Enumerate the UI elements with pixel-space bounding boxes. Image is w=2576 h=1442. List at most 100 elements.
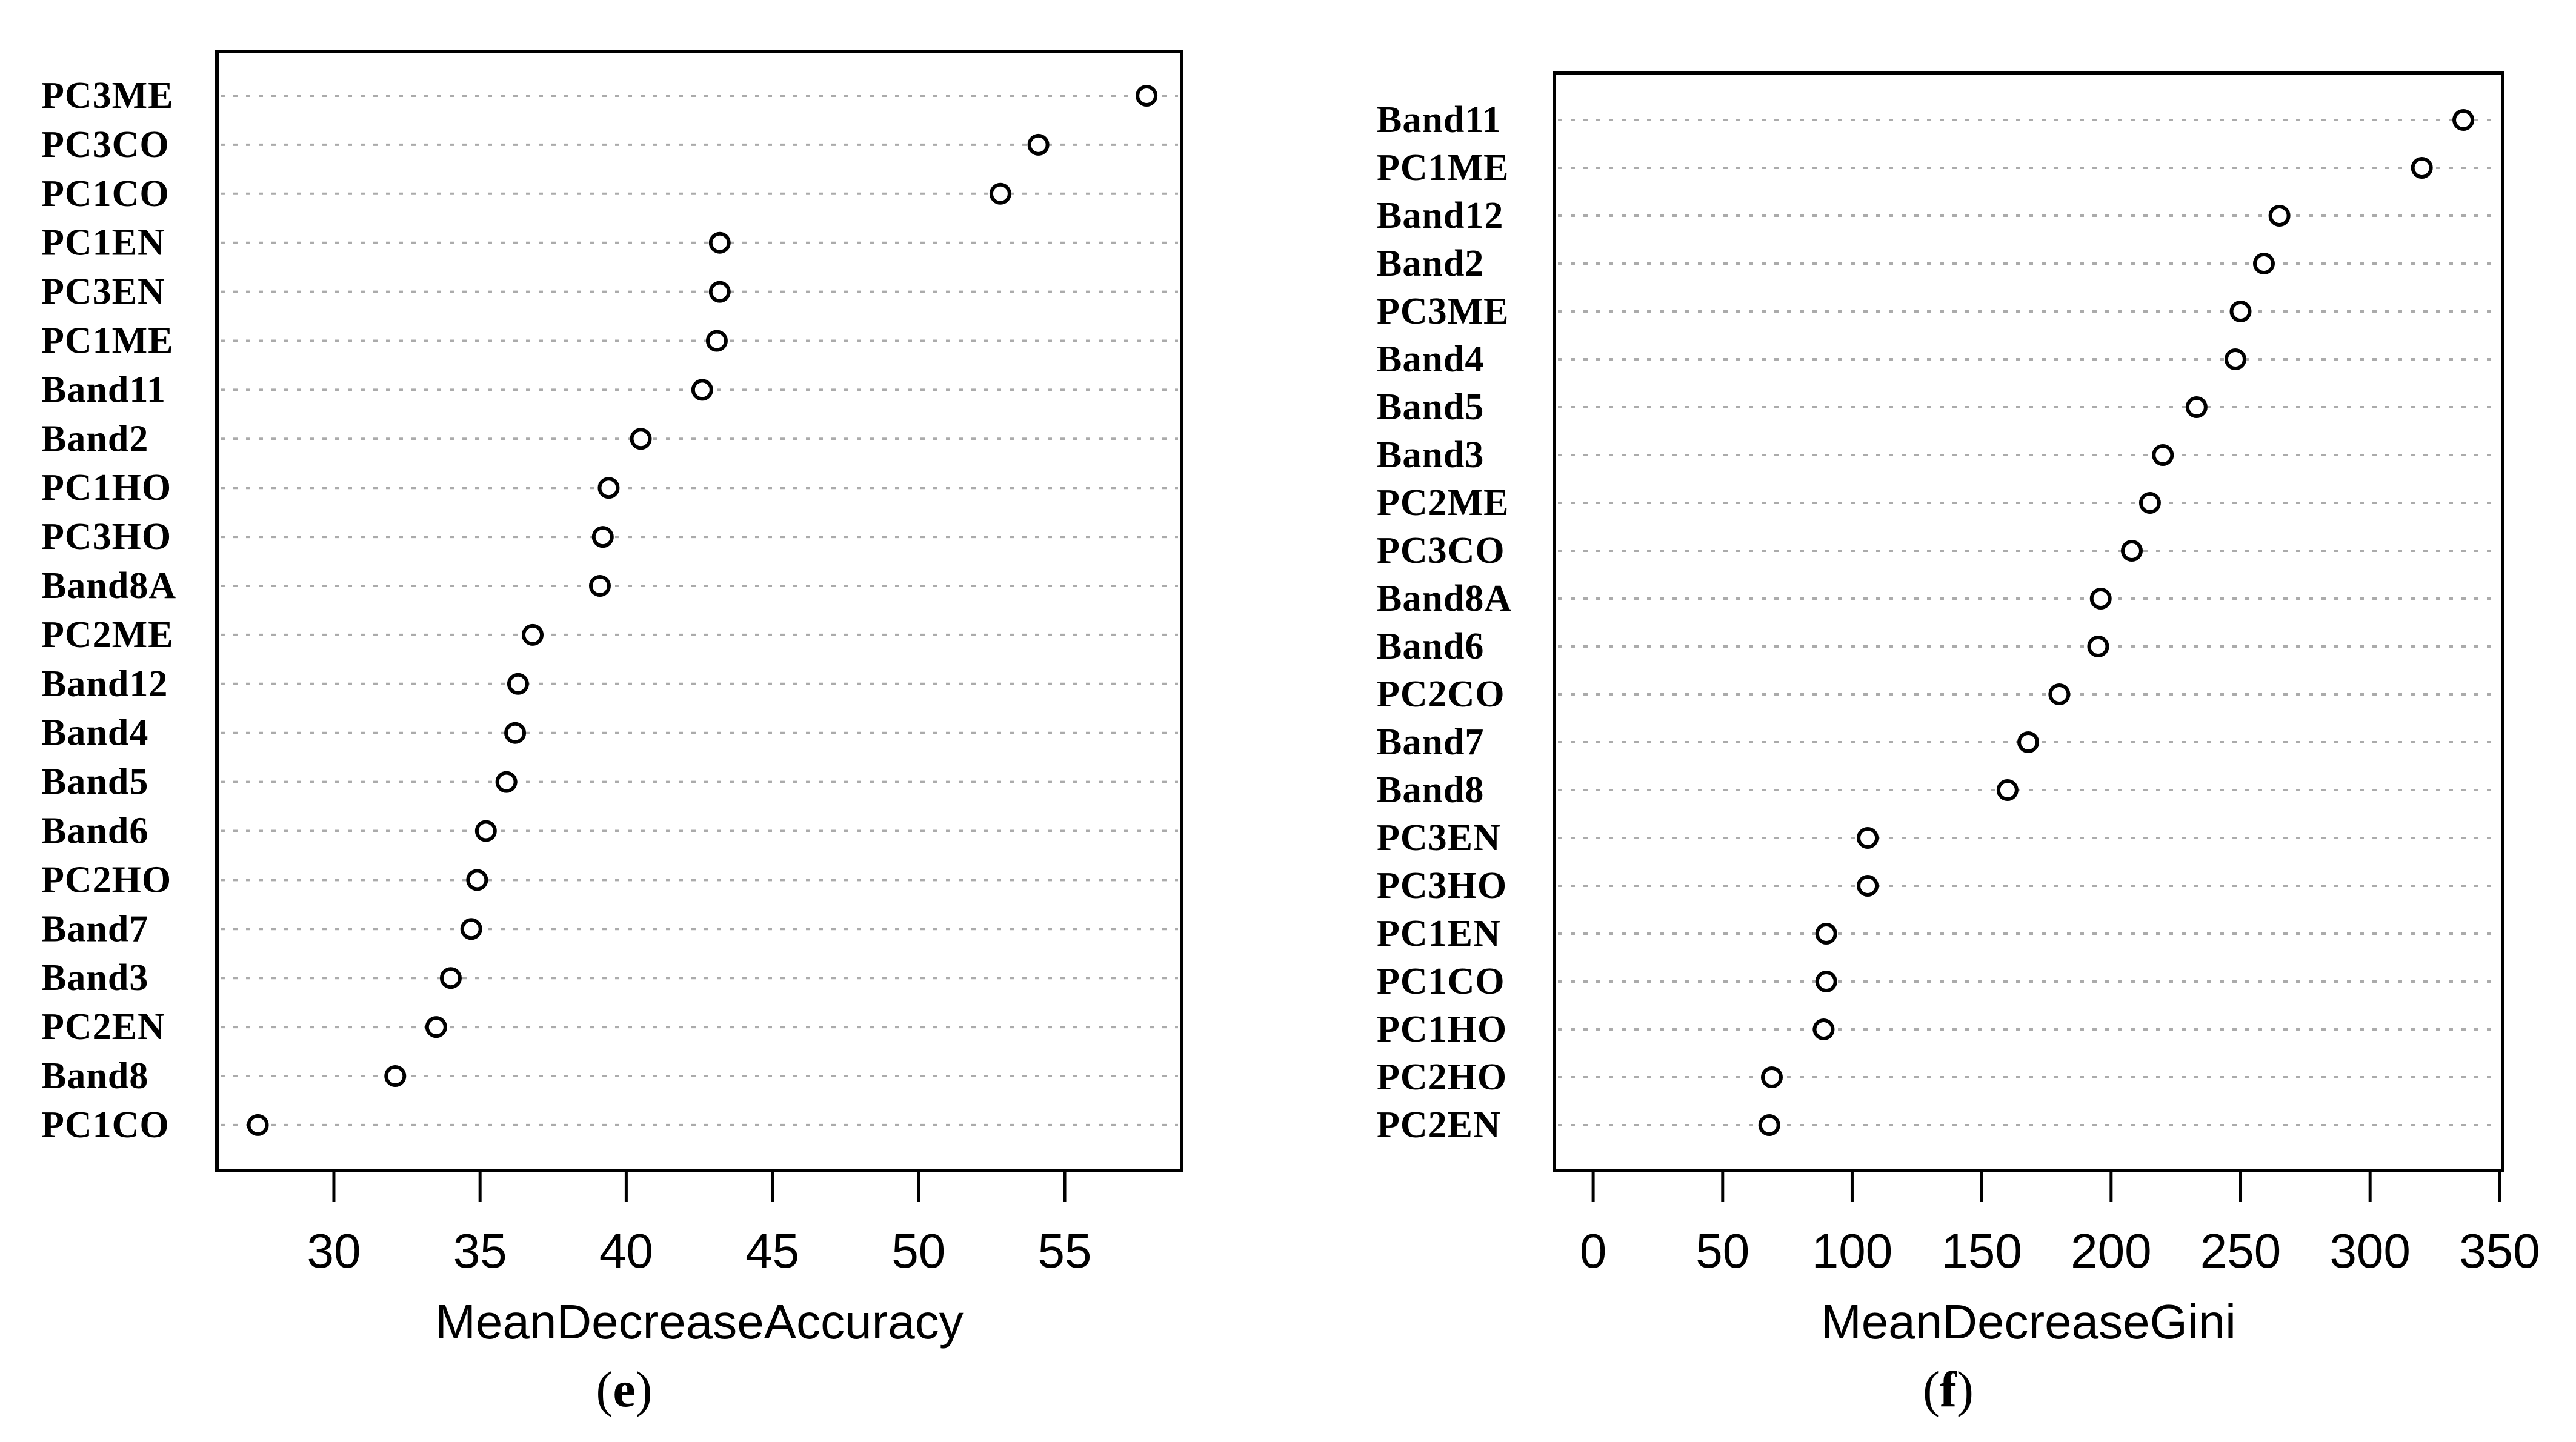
category-label: Band8A [41,565,176,606]
category-label: Band8 [41,1055,148,1097]
category-label: PC2EN [1377,1105,1501,1146]
data-point [2087,636,2109,657]
category-label: Band7 [1377,722,1484,763]
category-label: PC2ME [41,614,174,656]
caption-open-paren: ( [596,1361,613,1418]
data-point [2411,157,2433,179]
category-label: PC1EN [41,222,165,264]
axis-tick-label: 150 [1941,1224,2022,1278]
x-axis-title-gini: MeanDecreaseGini [1821,1295,2236,1349]
category-label: Band8 [1377,769,1484,811]
category-label: PC2EN [41,1006,165,1048]
plot-frame [215,50,1183,1172]
category-label: PC2HO [1377,1057,1507,1098]
caption-close-paren: ) [1956,1361,1974,1418]
data-point [2138,492,2161,514]
data-point [2452,109,2475,131]
category-label: Band7 [41,908,148,949]
data-point [705,330,728,352]
category-label: PC3CO [1377,530,1505,571]
category-label: Band8A [1377,578,1512,619]
caption-letter: f [1940,1361,1957,1418]
data-point [1815,923,1837,945]
axis-tick-label: 35 [453,1224,507,1278]
category-label: Band2 [41,418,148,459]
data-point [507,673,529,695]
data-point [708,281,731,303]
category-label: PC2CO [1377,674,1505,715]
data-point [2252,253,2275,274]
category-label: Band6 [1377,626,1484,667]
category-label: PC1CO [1377,961,1505,1002]
category-label: Band12 [1377,195,1503,236]
data-point [1996,779,2019,801]
category-label: Band11 [41,369,166,410]
data-point [1758,1114,1780,1136]
category-label: PC1HO [1377,1009,1507,1050]
category-label: PC3HO [41,516,171,557]
axis-tick-label: 30 [307,1224,361,1278]
data-point [2224,348,2246,370]
category-label: PC3ME [1377,291,1509,332]
category-label: PC1HO [41,467,171,508]
data-point [1812,1018,1835,1040]
category-label: Band4 [41,713,148,754]
data-point [247,1114,269,1136]
category-label: PC2ME [1377,482,1509,523]
axis-tick-label: 45 [745,1224,799,1278]
category-label: PC3CO [41,124,170,165]
axis-tick-label: 50 [891,1224,945,1278]
caption-close-paren: ) [635,1361,653,1418]
axis-tick-label: 0 [1580,1224,1607,1278]
category-label: PC1CO [41,173,170,214]
data-point [1027,133,1050,156]
data-point [1815,971,1837,992]
category-label: Band2 [1377,243,1484,284]
panel-caption-f: (f) [1388,1364,2509,1415]
data-point [522,623,544,646]
data-point [588,575,611,597]
data-point [2268,205,2291,227]
data-point [439,967,462,989]
data-point [2152,444,2174,466]
data-point [2121,540,2143,562]
data-point [495,771,518,793]
data-point [989,182,1011,205]
data-point [630,428,652,450]
axis-tick-label: 350 [2459,1224,2540,1278]
data-point [597,477,620,499]
data-point [2017,731,2040,753]
x-axis-title-accuracy: MeanDecreaseAccuracy [435,1295,964,1349]
data-point [691,379,713,401]
data-point [1857,875,1879,897]
category-label: Band11 [1377,99,1502,141]
data-point [466,869,488,891]
data-point [425,1016,447,1038]
data-point [1760,1066,1783,1088]
data-point [504,722,527,744]
category-label: PC3HO [1377,865,1507,906]
category-label: Band3 [1377,434,1484,476]
data-point [2048,683,2071,705]
data-point [2229,301,2252,322]
category-label: PC3EN [1377,817,1501,859]
category-label: PC2HO [41,859,171,900]
category-label: PC3EN [41,271,165,313]
data-point [384,1065,407,1087]
axis-tick-label: 100 [1812,1224,1892,1278]
category-label: PC1ME [41,321,174,362]
axis-tick-label: 300 [2329,1224,2410,1278]
data-point [460,918,482,940]
caption-letter: e [613,1361,636,1418]
data-point [1857,827,1879,849]
axis-tick-label: 40 [599,1224,653,1278]
data-point [474,820,497,842]
category-label: Band5 [1377,387,1484,428]
category-label: Band4 [1377,339,1484,380]
axis-tick-label: 250 [2200,1224,2281,1278]
category-label: Band12 [41,663,168,705]
category-label: Band3 [41,957,148,998]
data-point [591,526,614,548]
